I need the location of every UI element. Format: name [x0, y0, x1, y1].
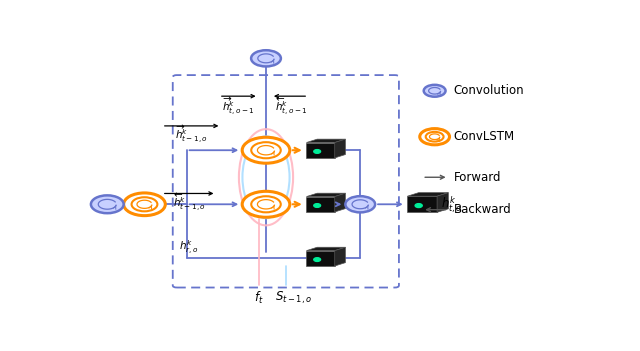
Text: $\overleftarrow{h}_{t-1,o}^k$: $\overleftarrow{h}_{t-1,o}^k$ [173, 191, 205, 212]
Circle shape [132, 197, 157, 211]
Text: $S_{t-1,o}$: $S_{t-1,o}$ [275, 289, 312, 306]
Circle shape [251, 50, 281, 66]
Text: $\overleftarrow{h}_{t,o-1}^k$: $\overleftarrow{h}_{t,o-1}^k$ [275, 95, 307, 117]
Text: Forward: Forward [454, 171, 501, 184]
Text: $h_{r,o}^k$: $h_{r,o}^k$ [179, 238, 199, 257]
Circle shape [252, 142, 281, 158]
Polygon shape [437, 193, 449, 212]
Polygon shape [307, 197, 335, 212]
Circle shape [314, 204, 321, 207]
Text: ConvLSTM: ConvLSTM [454, 130, 515, 143]
Circle shape [242, 191, 290, 217]
Circle shape [242, 137, 290, 163]
Circle shape [346, 196, 375, 212]
Polygon shape [307, 139, 346, 143]
Polygon shape [335, 139, 346, 158]
Text: $f_t$: $f_t$ [253, 290, 264, 306]
Polygon shape [307, 193, 346, 197]
Polygon shape [307, 251, 335, 266]
Circle shape [415, 204, 422, 207]
Polygon shape [335, 193, 346, 212]
Circle shape [314, 258, 321, 261]
Text: $\overrightarrow{h}_{t-1,o}^k$: $\overrightarrow{h}_{t-1,o}^k$ [175, 123, 208, 145]
Polygon shape [335, 247, 346, 266]
Circle shape [314, 150, 321, 153]
Text: Backward: Backward [454, 203, 511, 216]
Circle shape [424, 85, 445, 97]
Polygon shape [408, 193, 449, 196]
Circle shape [252, 196, 281, 212]
Text: $\overrightarrow{h}_{t,o-1}^k$: $\overrightarrow{h}_{t,o-1}^k$ [223, 95, 255, 117]
Circle shape [124, 193, 165, 216]
Circle shape [420, 128, 449, 145]
Circle shape [426, 132, 444, 141]
Text: $h_{t,o}^k$: $h_{t,o}^k$ [440, 194, 462, 214]
Text: Convolution: Convolution [454, 84, 524, 97]
Polygon shape [307, 143, 335, 158]
Polygon shape [408, 196, 437, 212]
Circle shape [91, 196, 124, 213]
Polygon shape [307, 247, 346, 251]
